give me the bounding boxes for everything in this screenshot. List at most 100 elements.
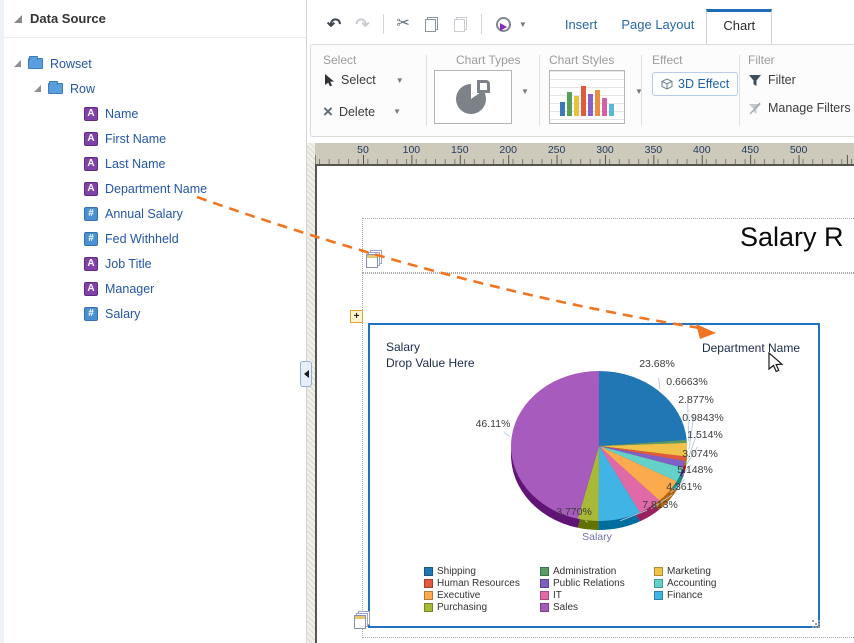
preview-dropdown-icon[interactable]: ▼ [518,19,527,29]
tree-item-manager[interactable]: A Manager [4,276,306,301]
legend-item-administration: Administration [540,565,625,577]
undo-icon[interactable]: ↶ [327,14,342,34]
panel-collapse-handle[interactable] [300,361,312,387]
copy-icon[interactable] [424,16,438,32]
page-edge-top [315,164,854,166]
report-title[interactable]: Salary R [740,222,844,252]
slice-label-purchasing: 3.770% [556,506,592,518]
number-field-icon: # [84,231,98,246]
value-drop-zone[interactable]: Salary Drop Value Here [386,340,475,371]
filter-button[interactable]: Filter [748,73,802,87]
legend-item-human-resources: Human Resources [424,577,520,589]
preview-icon[interactable] [495,16,511,32]
delete-dropdown-icon[interactable]: ▼ [393,107,401,116]
style-bar [602,98,607,116]
pie-slice-purchasing[interactable] [577,446,599,521]
legend-swatch [540,590,549,600]
legend-swatch [424,590,433,600]
tree-item-last-name[interactable]: A Last Name [4,151,306,176]
tree-item-label: Department Name [105,181,208,196]
legend-item-it: IT [540,589,625,601]
pie-slice-human-resources[interactable] [599,446,687,462]
3d-effect-button[interactable]: 3D Effect [652,72,739,96]
legend-item-purchasing: Purchasing [424,601,520,613]
chart-type-dropdown-icon[interactable]: ▼ [521,87,529,96]
resize-grip[interactable] [812,620,814,622]
select-button[interactable]: Select ▼ [323,73,408,87]
pie-slice-marketing[interactable] [599,442,687,457]
tree-item-label: Annual Salary [105,206,183,221]
tree-item-label: Rowset [50,56,92,71]
pie-slice-sales[interactable] [511,371,599,519]
legend-item-accounting: Accounting [654,577,716,589]
data-source-title: Data Source [30,11,106,26]
filter-funnel-icon [749,74,761,86]
tree-item-name[interactable]: A Name [4,101,306,126]
select-group-label: Select [323,53,357,67]
tree-item-label: Row [70,81,96,96]
legend-swatch [540,566,549,576]
tree-item-rowset[interactable]: Rowset [4,51,306,76]
chart-styles-group-label: Chart Styles [549,53,615,67]
pie-slice-public-relations[interactable] [599,446,686,468]
chart-style-picker[interactable] [549,70,625,124]
delete-x-icon: × [323,102,333,121]
chart-type-picker[interactable] [434,70,512,124]
repeating-section-icon[interactable] [354,611,371,630]
paste-icon[interactable] [453,16,467,32]
pie-slice-administration[interactable] [599,439,687,446]
tree-item-department-name[interactable]: A Department Name [4,176,306,201]
style-bar [574,96,579,116]
pie-slice-executive[interactable] [599,446,677,501]
tab-strip: Insert Page Layout Chart [553,0,773,45]
delete-button[interactable]: × Delete ▼ [323,102,401,121]
tab-page-layout[interactable]: Page Layout [621,17,695,32]
tree-item-annual-salary[interactable]: # Annual Salary [4,201,306,226]
expand-toggle-icon[interactable] [14,60,21,67]
legend-label: Human Resources [437,577,520,589]
chart-style-dropdown-icon[interactable]: ▼ [635,87,643,96]
slice-label-human-resources: 0.9843% [682,412,724,424]
data-source-header[interactable]: Data Source [4,0,306,38]
ruler-number: 350 [644,144,663,156]
text-field-icon: A [84,181,98,196]
pie-slice-it[interactable] [599,446,660,513]
slice-label-public-relations: 1.514% [687,429,723,441]
style-bar [609,104,614,116]
slice-label-shipping: 23.68% [639,358,675,370]
tree-item-label: Name [105,106,139,121]
chart-frame[interactable]: Salary Drop Value Here Department Name S… [368,323,820,628]
legend-column: Shipping Human Resources Executive Purchasi… [424,565,520,613]
tab-insert[interactable]: Insert [564,17,598,32]
data-source-tree: Rowset Row A Name A First Name A Last Name A Depa… [4,38,306,326]
pie-slice-finance[interactable] [598,446,640,521]
tree-item-first-name[interactable]: A First Name [4,126,306,151]
select-dropdown-icon[interactable]: ▼ [395,75,404,85]
tree-item-label: Salary [105,306,141,321]
ruler-number: 450 [741,144,759,156]
ruler-number: 400 [693,144,711,156]
tree-item-fed-withheld[interactable]: # Fed Withheld [4,226,306,251]
axis-label: Salary [582,531,612,543]
slice-label-marketing: 2.877% [678,394,714,406]
redo-icon[interactable]: ↷ [355,14,370,34]
tree-item-salary[interactable]: # Salary [4,301,306,326]
repeating-section-icon[interactable] [366,250,383,269]
expand-toggle-icon[interactable] [34,85,41,92]
collapse-triangle-icon[interactable] [14,14,22,23]
cut-icon[interactable]: ✂ [396,15,410,32]
tree-item-row[interactable]: Row [4,76,306,101]
legend-swatch [424,602,433,612]
legend-label: Marketing [667,565,711,577]
chart-move-handle[interactable]: + [350,310,363,323]
ruler-number: 500 [789,144,808,156]
ruler-number: 200 [499,144,517,156]
tab-chart[interactable]: Chart [706,9,773,45]
tree-item-label: Manager [105,281,155,296]
pie-slice-shipping[interactable] [599,371,687,446]
pie-slice-accounting[interactable] [599,446,684,482]
tree-item-job-title[interactable]: A Job Title [4,251,306,276]
legend-item-finance: Finance [654,589,716,601]
tree-item-label: Last Name [105,156,166,171]
manage-filters-button[interactable]: Manage Filters [748,101,854,115]
